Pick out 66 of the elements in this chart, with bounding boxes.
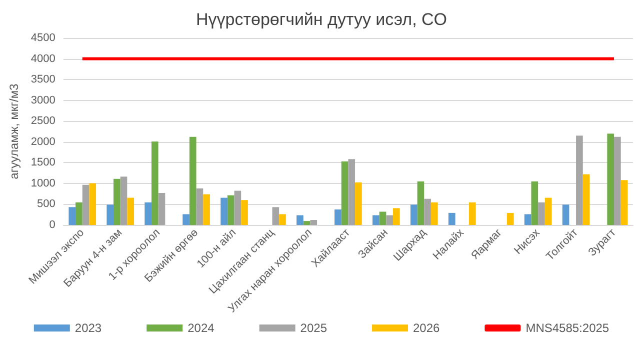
bar	[82, 184, 90, 225]
bar	[417, 181, 424, 225]
y-tick-label: 2000	[30, 136, 56, 148]
bar	[114, 178, 120, 225]
y-tick-label: 1000	[30, 177, 56, 190]
bar	[582, 174, 590, 225]
bar	[227, 195, 234, 225]
bar	[120, 176, 128, 225]
bar	[372, 215, 380, 225]
bar	[144, 202, 152, 225]
bar	[310, 220, 318, 225]
bar	[607, 134, 614, 225]
bar	[355, 182, 362, 225]
bar	[538, 202, 545, 225]
legend-label: 2026	[413, 321, 440, 335]
y-axis-title: агууламж, мкг/м3	[7, 83, 21, 180]
y-tick-label: 4500	[30, 32, 56, 44]
bar	[506, 212, 514, 225]
bar	[279, 214, 286, 225]
bar	[620, 180, 628, 225]
y-tick-label: 0	[49, 219, 56, 231]
bar	[348, 159, 356, 225]
y-tick-label: 4000	[30, 52, 56, 65]
bar	[89, 183, 96, 225]
bar	[430, 202, 438, 225]
bar	[334, 209, 342, 225]
bar	[562, 204, 570, 225]
bar	[341, 161, 348, 225]
bar	[106, 204, 114, 225]
bar	[303, 221, 310, 225]
y-tick-label: 3000	[30, 94, 56, 106]
y-tick-label: 2500	[30, 115, 56, 128]
legend-label: 2023	[74, 321, 102, 335]
bar	[576, 136, 583, 225]
legend-label: 2024	[188, 321, 215, 335]
y-tick-label: 3500	[30, 74, 56, 86]
bar	[76, 202, 82, 225]
bar	[241, 200, 248, 225]
bar	[234, 190, 242, 225]
bar	[448, 212, 456, 225]
y-tick-label: 1500	[30, 156, 56, 169]
bar	[614, 136, 621, 225]
chart-title: Нүүрстөрөгчийн дутуу исэл, CO	[196, 10, 448, 29]
bar	[410, 204, 418, 225]
y-tick-label: 500	[37, 198, 56, 210]
bar	[386, 215, 393, 225]
bar	[68, 207, 76, 225]
bar	[182, 214, 190, 225]
bar	[424, 198, 431, 225]
bar	[189, 136, 196, 225]
bar	[272, 207, 280, 225]
bar	[524, 214, 532, 225]
legend-label: MNS4585:2025	[526, 321, 610, 335]
bar	[296, 215, 304, 225]
bar	[544, 198, 552, 225]
bar	[151, 141, 158, 225]
bar	[127, 198, 134, 225]
legend-label: 2025	[300, 321, 328, 335]
bar	[196, 188, 204, 225]
bar	[220, 198, 228, 225]
bar	[468, 202, 476, 225]
bar	[379, 212, 386, 225]
bar	[158, 193, 166, 225]
bar	[392, 208, 400, 225]
bar	[203, 194, 210, 225]
bar	[531, 181, 538, 225]
